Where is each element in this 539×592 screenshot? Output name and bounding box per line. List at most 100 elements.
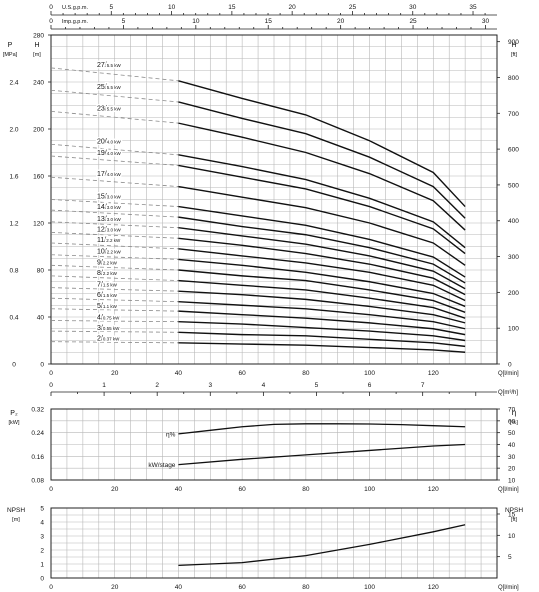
m3h-axis-title: Q[m³/h] xyxy=(498,390,518,396)
eff-tick-label: 60 xyxy=(508,418,516,425)
npsh-ft-tick-label: 10 xyxy=(508,533,516,540)
stage-count: 3/ xyxy=(97,325,103,332)
m3h-tick-label: 3 xyxy=(208,382,212,389)
motor-kw: 4.0 kW xyxy=(107,172,122,177)
feet-tick-label: 400 xyxy=(508,218,519,225)
npsh-tick-label: 1 xyxy=(40,562,44,569)
pressure-axis-unit: [MPa] xyxy=(3,52,18,58)
head-x-tick-label: 20 xyxy=(111,370,119,377)
head-curve-label: 4/0.75 kW xyxy=(97,315,120,322)
npsh-x-tick-label: 80 xyxy=(302,584,310,591)
eff-tick-label: 50 xyxy=(508,430,516,437)
head-curve xyxy=(178,342,466,353)
head-curve xyxy=(178,310,466,336)
npsh-ft-tick-label: 5 xyxy=(508,554,512,561)
npsh-tick-label: 4 xyxy=(40,520,44,527)
head-curve xyxy=(178,164,466,255)
head-curve-label: 5/1.1 kW xyxy=(97,303,118,310)
npsh-ft-axis-title: NPSH xyxy=(505,507,523,514)
eff-tick-label: 20 xyxy=(508,466,516,473)
head-curve-label: 15/3.0 kW xyxy=(97,194,121,201)
npsh-ft-tick-label: 15 xyxy=(508,511,516,518)
stage-count: 17/ xyxy=(97,171,107,178)
head-x-tick-label: 60 xyxy=(239,370,247,377)
m3h-tick-label: 0 xyxy=(49,382,53,389)
head-curve-label: 8/2.2 kW xyxy=(97,270,118,277)
head-curve-dashed xyxy=(50,89,179,103)
head-x-axis-title: Q[l/min] xyxy=(498,371,519,377)
head-curve xyxy=(178,258,466,308)
pressure-tick-label: 1.6 xyxy=(9,174,18,181)
motor-kw: 1.5 kW xyxy=(103,283,118,288)
head-curve-dashed xyxy=(50,176,179,187)
npsh-x-tick-label: 120 xyxy=(428,584,439,591)
power-axis-title: P₂ xyxy=(10,410,18,417)
head-tick-label: 280 xyxy=(33,33,44,40)
motor-kw: 2.2 kW xyxy=(103,260,118,265)
head-curve-label: 14/3.0 kW xyxy=(97,204,121,211)
head-curve-label: 9/2.2 kW xyxy=(97,259,118,266)
usgpm-tick-label: 0 xyxy=(49,4,53,11)
usgpm-tick-label: 20 xyxy=(289,4,297,11)
head-x-tick-label: 0 xyxy=(49,370,53,377)
npsh-x-axis-title: Q[l/min] xyxy=(498,585,519,591)
motor-kw: 0.37 kW xyxy=(103,337,120,342)
motor-kw: 4.0 kW xyxy=(107,139,122,144)
head-curve xyxy=(178,290,466,324)
motor-kw: 2.2 kW xyxy=(106,238,121,243)
power-axis-unit: [kW] xyxy=(9,420,20,426)
eff-tick-label: 30 xyxy=(508,454,516,461)
motor-kw: 0.75 kW xyxy=(103,316,120,321)
head-curve-label: 20/4.0 kW xyxy=(97,138,121,145)
head-curve xyxy=(178,227,466,290)
m3h-tick-label: 6 xyxy=(368,382,372,389)
m3h-tick-label: 4 xyxy=(262,382,266,389)
head-curve xyxy=(178,279,466,319)
npsh-axis-unit: [m] xyxy=(12,517,20,523)
head-curve xyxy=(178,80,466,208)
impgpm-tick-label: 5 xyxy=(122,18,126,25)
usgpm-tick-label: 10 xyxy=(168,4,176,11)
head-x-tick-label: 80 xyxy=(302,370,310,377)
stage-count: 20/ xyxy=(97,138,107,145)
feet-tick-label: 0 xyxy=(508,362,512,369)
head-curve xyxy=(178,269,466,313)
head-curve-label: 27/5.5 kW xyxy=(97,62,121,69)
head-curve-dashed xyxy=(50,297,179,303)
pressure-tick-label: 0 xyxy=(12,362,16,369)
eff-tick-label: 70 xyxy=(508,407,516,414)
npsh-x-tick-label: 20 xyxy=(111,584,119,591)
head-curve-dashed xyxy=(50,308,179,312)
feet-tick-label: 600 xyxy=(508,147,519,154)
usgpm-tick-label: 35 xyxy=(469,4,477,11)
grid-layer xyxy=(48,11,500,579)
head-curve-label: 17/4.0 kW xyxy=(97,171,121,178)
usgpm-tick-label: 5 xyxy=(109,4,113,11)
stage-count: 14/ xyxy=(97,204,107,211)
stage-count: 15/ xyxy=(97,194,107,201)
stage-count: 2/ xyxy=(97,336,103,343)
head-tick-label: 80 xyxy=(37,268,45,275)
head-curve-label: 11/2.2 kW xyxy=(97,237,121,244)
stage-count: 25/ xyxy=(97,84,107,91)
npsh-ft-axis-unit: [ft] xyxy=(511,517,518,523)
head-curve-label: 12/3.0 kW xyxy=(97,226,121,233)
feet-tick-label: 300 xyxy=(508,254,519,261)
power-x-tick-label: 40 xyxy=(175,486,183,493)
power-x-tick-label: 60 xyxy=(239,486,247,493)
head-tick-label: 200 xyxy=(33,127,44,134)
impgpm-tick-label: 25 xyxy=(409,18,417,25)
feet-tick-label: 500 xyxy=(508,182,519,189)
eff-tick-label: 40 xyxy=(508,442,516,449)
head-curve-dashed xyxy=(50,242,179,250)
eff-axis-title: η xyxy=(512,408,516,417)
npsh-tick-label: 3 xyxy=(40,534,44,541)
motor-kw: 5.5 kW xyxy=(107,63,122,68)
impgpm-tick-label: 30 xyxy=(482,18,490,25)
stage-count: 27/ xyxy=(97,62,107,69)
impgpm-label: Imp.g.p.m. xyxy=(62,19,88,25)
stage-count: 13/ xyxy=(97,216,107,223)
head-tick-label: 160 xyxy=(33,174,44,181)
pressure-tick-label: 2.4 xyxy=(9,80,18,87)
